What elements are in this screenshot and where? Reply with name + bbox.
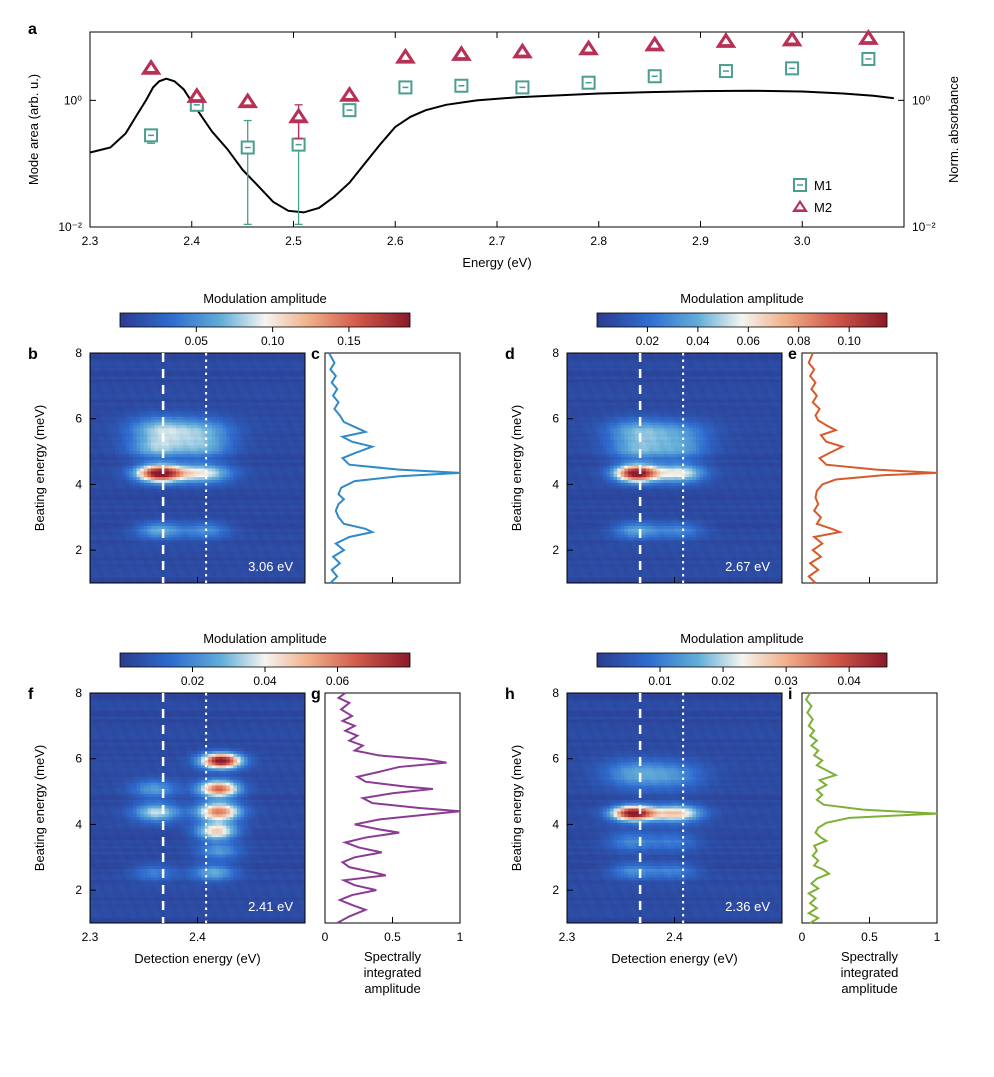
svg-text:a: a <box>28 21 37 38</box>
svg-text:0.06: 0.06 <box>737 334 761 345</box>
svg-text:0.10: 0.10 <box>837 334 861 345</box>
panels-de-svg: 2.67 eV2468Beating energy (meV)de <box>497 345 974 625</box>
row-bcde-colorbars: Modulation amplitude 0.05 0.10 0.15 Modulat… <box>20 285 974 345</box>
colorbar-d: Modulation amplitude 0.02 0.04 0.06 0.08 0.10 <box>497 285 974 345</box>
svg-text:2.7: 2.7 <box>489 234 506 248</box>
colorbar-h: Modulation amplitude0.010.020.030.04 <box>497 625 974 685</box>
svg-text:2.3: 2.3 <box>82 234 99 248</box>
svg-text:0.08: 0.08 <box>787 334 811 345</box>
row-fghi-colorbars: Modulation amplitude0.020.040.06 Modulat… <box>20 625 974 685</box>
svg-text:0.05: 0.05 <box>185 334 209 345</box>
panel-a-svg: 2.3 2.4 2.5 2.6 2.7 2.8 2.9 3.0 Energy (eV) 10⁻² 1… <box>20 20 974 275</box>
svg-text:2.6: 2.6 <box>387 234 404 248</box>
svg-text:8: 8 <box>75 346 82 360</box>
figure-root: 2.3 2.4 2.5 2.6 2.7 2.8 2.9 3.0 Energy (eV) 10⁻² 1… <box>20 20 974 1015</box>
svg-text:4: 4 <box>75 477 82 491</box>
svg-text:2.9: 2.9 <box>692 234 709 248</box>
panels-bc-svg: 3.06 eV 2 4 6 8 Beating energy (meV) b c <box>20 345 497 625</box>
svg-text:Modulation amplitude: Modulation amplitude <box>203 291 327 306</box>
svg-text:2.8: 2.8 <box>590 234 607 248</box>
svg-text:0.15: 0.15 <box>337 334 361 345</box>
svg-text:2: 2 <box>75 543 82 557</box>
svg-text:2.5: 2.5 <box>285 234 302 248</box>
svg-text:3.06 eV: 3.06 eV <box>248 559 293 574</box>
svg-text:Energy (eV): Energy (eV) <box>462 255 531 270</box>
svg-text:Mode area (arb. u.): Mode area (arb. u.) <box>26 74 41 185</box>
svg-text:6: 6 <box>75 412 82 426</box>
panels-fg-svg: 2.41 eV24682.32.4Beating energy (meV)Det… <box>20 685 497 1015</box>
svg-text:10⁰: 10⁰ <box>64 93 82 107</box>
row-bcde: 3.06 eV 2 4 6 8 Beating energy (meV) b c 2.67 e… <box>20 345 974 625</box>
colorbar-b: Modulation amplitude 0.05 0.10 0.15 <box>20 285 497 345</box>
svg-text:0.10: 0.10 <box>261 334 285 345</box>
svg-text:0.02: 0.02 <box>636 334 660 345</box>
svg-text:c: c <box>311 346 320 363</box>
svg-text:0.04: 0.04 <box>686 334 710 345</box>
svg-text:3.0: 3.0 <box>794 234 811 248</box>
panel-a-container: 2.3 2.4 2.5 2.6 2.7 2.8 2.9 3.0 Energy (eV) 10⁻² 1… <box>20 20 974 275</box>
svg-text:10⁻²: 10⁻² <box>58 220 82 234</box>
svg-text:Norm. absorbance: Norm. absorbance <box>946 76 961 183</box>
panels-hi-svg: 2.36 eV24682.32.4Beating energy (meV)Det… <box>497 685 974 1015</box>
svg-text:10⁰: 10⁰ <box>912 93 930 107</box>
svg-text:Modulation amplitude: Modulation amplitude <box>680 291 804 306</box>
row-fghi: 2.41 eV24682.32.4Beating energy (meV)Det… <box>20 685 974 1015</box>
svg-text:b: b <box>28 346 38 363</box>
svg-text:2.4: 2.4 <box>183 234 200 248</box>
colorbar-f: Modulation amplitude0.020.040.06 <box>20 625 497 685</box>
svg-text:M1: M1 <box>814 178 832 193</box>
svg-text:Beating energy (meV): Beating energy (meV) <box>32 405 47 531</box>
svg-text:M2: M2 <box>814 200 832 215</box>
svg-text:10⁻²: 10⁻² <box>912 220 936 234</box>
